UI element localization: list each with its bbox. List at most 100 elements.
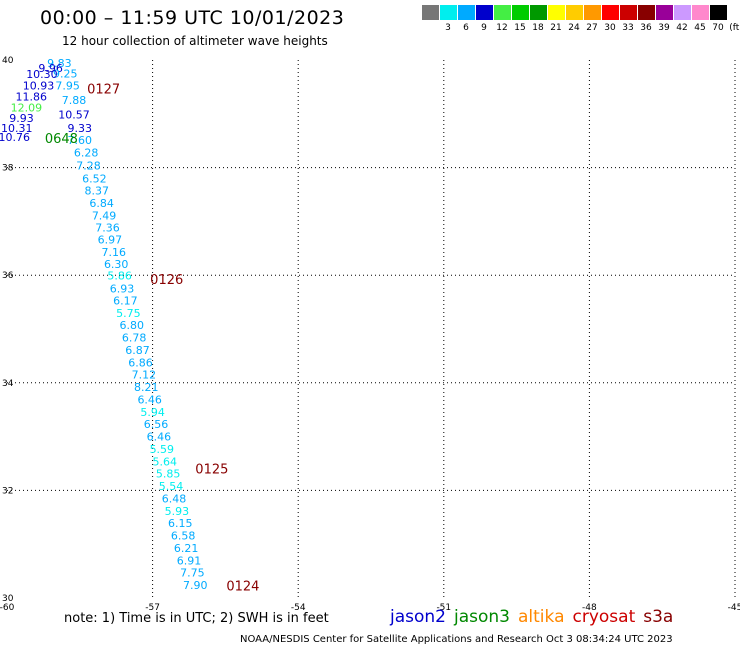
footer-credit: NOAA/NESDIS Center for Satellite Applica…: [240, 634, 673, 645]
pass-time-label: 0127: [87, 83, 120, 98]
satellite-label-jason2: jason2: [390, 607, 446, 627]
wave-height-label: 7.28: [76, 159, 101, 172]
wave-height-label: 9.25: [53, 67, 78, 80]
satellite-label-s3a: s3a: [643, 607, 674, 627]
x-tick-label: -60: [0, 603, 15, 613]
satellite-label-altika: altika: [518, 607, 565, 627]
legend-swatch: [692, 5, 709, 20]
wave-height-label: 5.75: [116, 307, 141, 320]
wave-height-label: 10.57: [58, 108, 90, 121]
legend-bin-label: 12: [496, 23, 508, 33]
wave-height-label: 5.93: [165, 505, 190, 518]
legend-bin-label: 70: [712, 23, 724, 33]
wave-height-label: 6.86: [128, 356, 153, 369]
legend-swatch: [566, 5, 583, 20]
legend-bin-label: 21: [550, 23, 562, 33]
legend-swatch: [638, 5, 655, 20]
wave-height-label: 6.97: [98, 234, 123, 247]
wave-height-label: 7.12: [132, 369, 157, 382]
legend-bin-label: 18: [532, 23, 544, 33]
wave-height-label: 6.15: [168, 517, 193, 530]
wave-height-label: 8.21: [134, 381, 159, 394]
wave-height-label: 5.59: [150, 443, 175, 456]
legend-swatch: [422, 5, 439, 20]
legend-swatch: [674, 5, 691, 20]
wave-height-label: 7.88: [62, 94, 87, 107]
wave-height-label: 7.95: [55, 79, 80, 92]
legend-bin-label: 27: [586, 23, 598, 33]
satellite-label-cryosat: cryosat: [572, 607, 636, 627]
wave-height-label: 6.30: [104, 258, 129, 271]
wave-height-label: 6.46: [137, 393, 162, 406]
legend-swatch: [602, 5, 619, 20]
chart-subtitle: 12 hour collection of altimeter wave hei…: [62, 34, 328, 48]
legend-bin-label: 3: [445, 23, 451, 33]
y-tick-label: 38: [2, 164, 14, 174]
wave-height-label: 7.16: [102, 246, 127, 259]
legend-bin-label: 39: [658, 23, 670, 33]
y-tick-label: 34: [2, 379, 14, 389]
satellite-label-jason3: jason3: [454, 607, 510, 627]
satellite-legend: jason2 jason3 altika cryosat s3a: [390, 607, 681, 627]
legend-swatch: [494, 5, 511, 20]
legend-bin-label: 45: [694, 23, 706, 33]
x-tick-label: -51: [436, 603, 451, 613]
legend-bin-label: 36: [640, 23, 652, 33]
wave-height-label: 6.93: [110, 283, 135, 296]
pass-time-label: 0648: [45, 132, 78, 147]
legend-swatch: [548, 5, 565, 20]
wave-height-label: 7.60: [68, 134, 93, 147]
wave-height-label: 6.78: [122, 332, 147, 345]
wave-height-label: 5.64: [152, 455, 177, 468]
wave-height-label: 5.54: [159, 480, 184, 493]
wave-height-label: 6.58: [171, 530, 196, 543]
wave-height-label: 9.83: [47, 57, 72, 70]
wave-height-label: 9.96: [38, 62, 63, 75]
legend-bin-label: 15: [514, 23, 526, 33]
wave-height-label: 12.09: [11, 101, 43, 114]
x-tick-label: -57: [145, 603, 160, 613]
wave-height-label: 5.94: [140, 406, 165, 419]
legend-swatch: [458, 5, 475, 20]
wave-height-label: 10.76: [0, 131, 30, 144]
y-tick-label: 32: [2, 486, 13, 496]
pass-time-label: 0125: [195, 462, 228, 477]
wave-height-label: 6.46: [147, 431, 172, 444]
wave-height-label: 6.84: [89, 197, 114, 210]
wave-height-label: 6.80: [119, 319, 144, 332]
legend-swatch: [476, 5, 493, 20]
wave-height-label: 9.33: [68, 122, 93, 135]
x-tick-label: -45: [728, 603, 740, 613]
wave-height-label: 6.21: [174, 542, 199, 555]
wave-height-label: 9.93: [9, 112, 34, 125]
y-tick-label: 40: [2, 56, 14, 66]
wave-height-label: 6.48: [162, 492, 187, 505]
wave-height-label: 6.87: [125, 344, 150, 357]
legend-bin-label: 24: [568, 23, 580, 33]
legend-bin-label: 33: [622, 23, 634, 33]
legend-bin-label: 6: [463, 23, 469, 33]
wave-height-label: 6.91: [177, 554, 202, 567]
legend-swatch: [620, 5, 637, 20]
wave-height-label: 10.30: [26, 68, 58, 81]
legend-unit: (ft): [729, 23, 740, 33]
legend-swatch: [440, 5, 457, 20]
wave-height-label: 5.86: [107, 270, 132, 283]
legend-bin-label: 9: [481, 23, 487, 33]
legend-swatch: [512, 5, 529, 20]
wave-height-label: 6.56: [144, 418, 169, 431]
footer-note: note: 1) Time is in UTC; 2) SWH is in fe…: [64, 611, 329, 626]
legend-swatch: [656, 5, 673, 20]
pass-time-label: 0126: [150, 273, 183, 288]
wave-height-label: 6.17: [113, 294, 138, 307]
chart-title: 00:00 – 11:59 UTC 10/01/2023: [40, 7, 345, 29]
legend-swatch: [530, 5, 547, 20]
wave-height-label: 7.90: [183, 579, 208, 592]
legend-bin-label: 30: [604, 23, 616, 33]
pass-time-label: 0124: [226, 580, 259, 595]
y-tick-label: 36: [2, 271, 14, 281]
wave-height-label: 10.31: [1, 122, 33, 135]
wave-height-label: 10.93: [23, 79, 55, 92]
